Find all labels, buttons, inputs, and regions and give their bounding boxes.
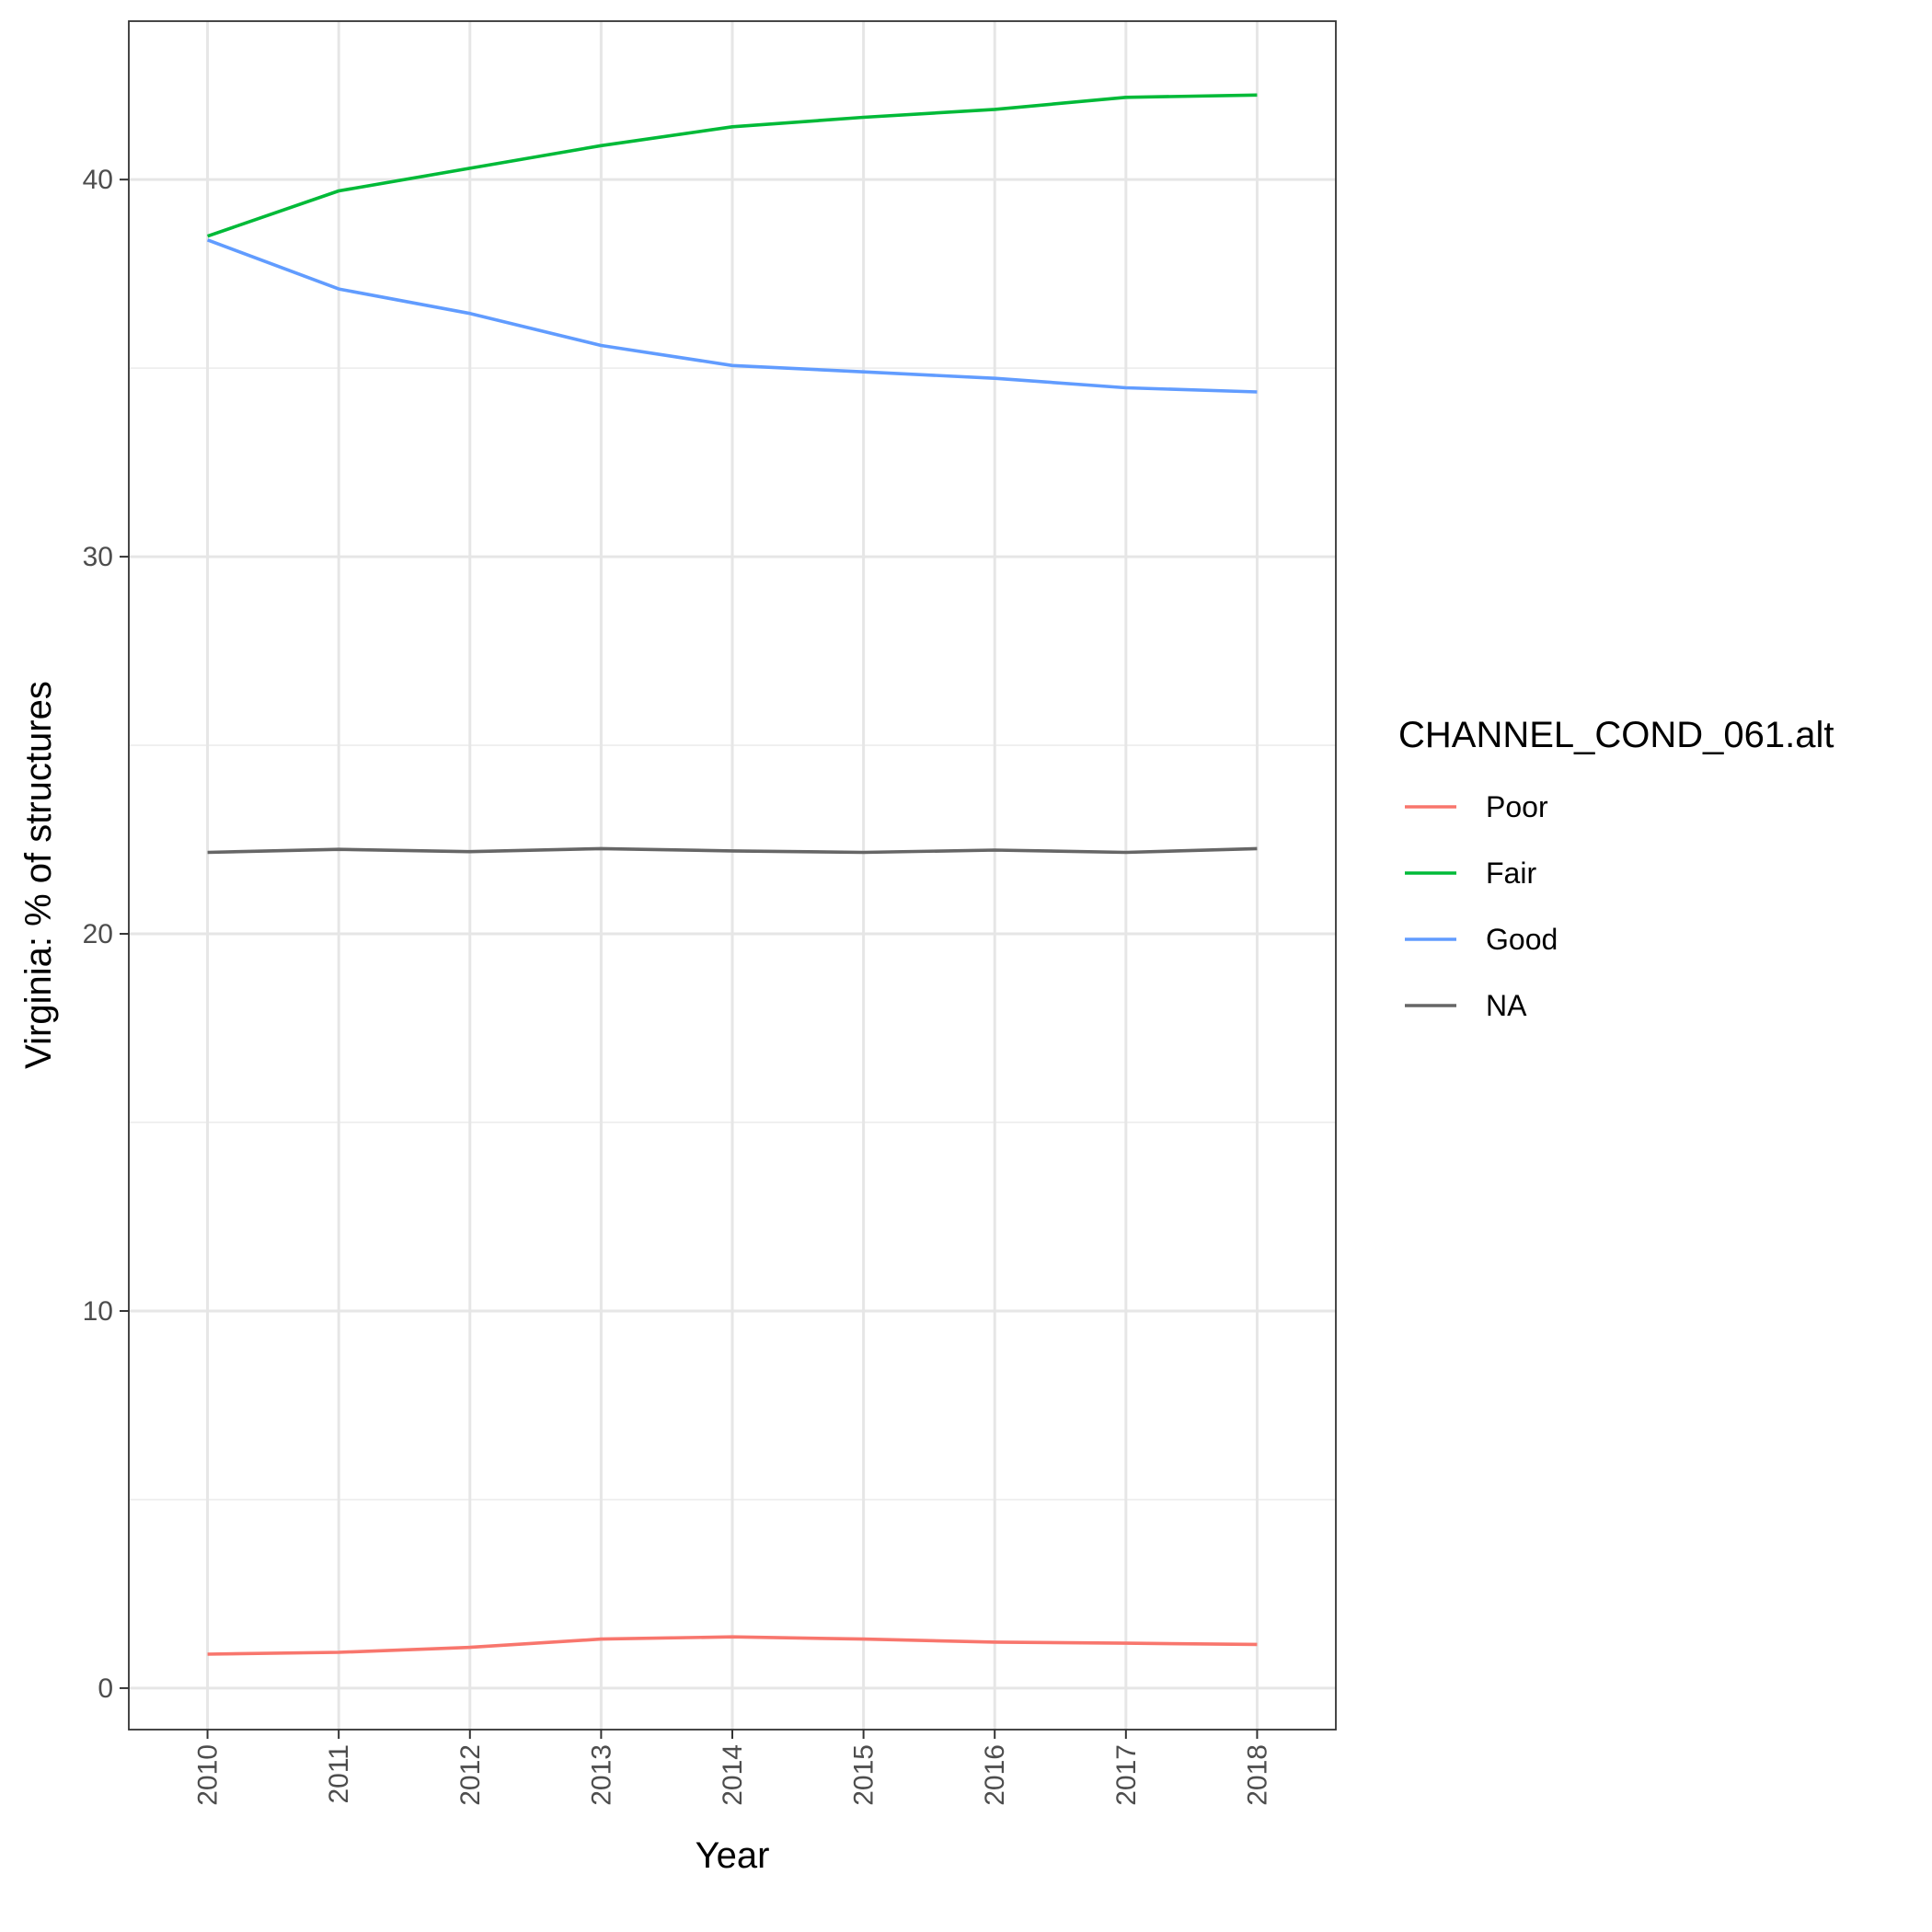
- legend-title: CHANNEL_COND_061.alt: [1398, 715, 1834, 755]
- x-tick-label: 2011: [324, 1744, 354, 1804]
- axes: 0 10 20 30 40 2010 2011 2012 2013 2014 2015 2016 201…: [83, 165, 1273, 1806]
- x-tick-label: 2012: [455, 1744, 486, 1806]
- x-tick-label: 2014: [718, 1744, 748, 1806]
- series-lines: [206, 93, 1258, 1656]
- series-line-poor: [207, 1635, 1258, 1656]
- y-tick-label: 0: [98, 1673, 113, 1704]
- x-tick-label: 2015: [849, 1744, 880, 1806]
- legend-label-good: Good: [1486, 923, 1558, 956]
- series-line-fair: [207, 93, 1258, 238]
- legend-label-fair: Fair: [1486, 857, 1536, 890]
- y-tick-label: 40: [83, 165, 113, 195]
- x-tick-label: 2013: [586, 1744, 616, 1806]
- y-tick-label: 20: [83, 919, 113, 949]
- gridlines: [129, 21, 1336, 1730]
- legend-label-poor: Poor: [1486, 790, 1548, 823]
- x-tick-label: 2010: [193, 1744, 224, 1806]
- series-line-na: [207, 846, 1258, 855]
- x-axis-title: Year: [696, 1835, 770, 1876]
- legend-items: Poor Fair Good NA: [1405, 790, 1558, 1022]
- y-tick-label: 10: [83, 1296, 113, 1327]
- legend: CHANNEL_COND_061.alt Poor Fair Good NA: [1398, 715, 1834, 1022]
- y-tick-label: 30: [83, 542, 113, 572]
- x-tick-label: 2018: [1242, 1744, 1272, 1806]
- series-line-good: [206, 238, 1258, 394]
- legend-label-na: NA: [1486, 989, 1527, 1022]
- x-tick-label: 2016: [980, 1744, 1010, 1806]
- y-axis-title: Virginia: % of structures: [18, 681, 59, 1069]
- x-tick-label: 2017: [1111, 1744, 1142, 1806]
